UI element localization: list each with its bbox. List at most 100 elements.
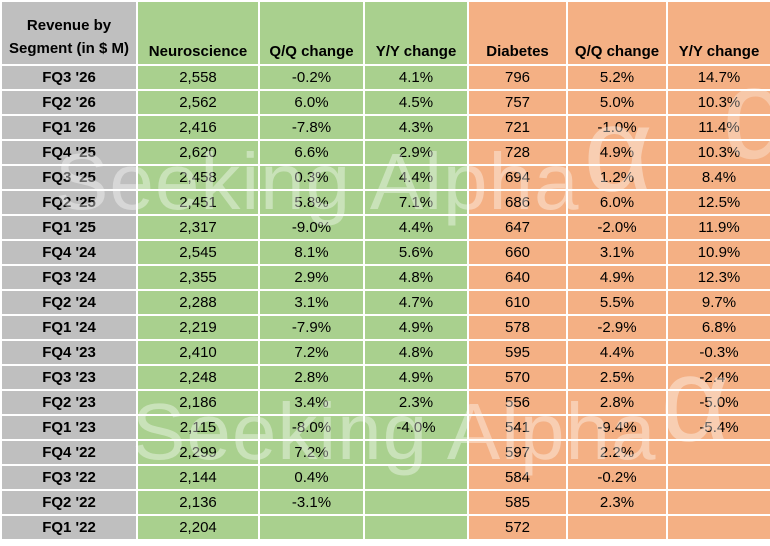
cell-neuroscience-yy-change: 4.5% (363, 89, 469, 116)
cell-neuroscience: 2,558 (136, 64, 260, 91)
cell-diabetes-yy-change: 12.3% (666, 264, 770, 291)
cell-diabetes-yy-change: -0.3% (666, 339, 770, 366)
cell-diabetes: 694 (467, 164, 568, 191)
table-row: FQ2 '26 2,562 6.0% 4.5% 757 5.0% 10.3% (0, 89, 770, 116)
header-row: Revenue by Segment (in $ M) Neuroscience… (0, 0, 770, 66)
cell-neuroscience-yy-change: 4.8% (363, 339, 469, 366)
cell-neuroscience: 2,355 (136, 264, 260, 291)
cell-diabetes: 570 (467, 364, 568, 391)
col-header-diabetes-qq-change: Q/Q change (566, 0, 668, 66)
cell-neuroscience: 2,204 (136, 514, 260, 541)
table-row: FQ2 '25 2,451 5.8% 7.1% 686 6.0% 12.5% (0, 189, 770, 216)
cell-diabetes-qq-change: 2.3% (566, 489, 668, 516)
cell-diabetes-yy-change (666, 514, 770, 541)
col-header-diabetes-yy-change: Y/Y change (666, 0, 770, 66)
cell-neuroscience-yy-change: 4.9% (363, 314, 469, 341)
cell-diabetes-yy-change: 10.9% (666, 239, 770, 266)
cell-diabetes: 728 (467, 139, 568, 166)
row-label: FQ2 '23 (0, 389, 138, 416)
cell-diabetes: 556 (467, 389, 568, 416)
row-label: FQ3 '23 (0, 364, 138, 391)
col-header-neuroscience: Neuroscience (136, 0, 260, 66)
cell-diabetes: 757 (467, 89, 568, 116)
table-row: FQ3 '23 2,248 2.8% 4.9% 570 2.5% -2.4% (0, 364, 770, 391)
cell-diabetes-qq-change: 4.9% (566, 264, 668, 291)
cell-neuroscience: 2,620 (136, 139, 260, 166)
cell-diabetes-qq-change: -1.0% (566, 114, 668, 141)
cell-neuroscience-qq-change: -8.0% (258, 414, 365, 441)
cell-diabetes-qq-change: -9.4% (566, 414, 668, 441)
cell-diabetes-qq-change: -2.0% (566, 214, 668, 241)
col-header-neuroscience-qq-change: Q/Q change (258, 0, 365, 66)
row-label: FQ3 '24 (0, 264, 138, 291)
cell-diabetes-yy-change: -2.4% (666, 364, 770, 391)
cell-diabetes-yy-change (666, 439, 770, 466)
table-row: FQ2 '23 2,186 3.4% 2.3% 556 2.8% -5.0% (0, 389, 770, 416)
cell-neuroscience-yy-change: 7.1% (363, 189, 469, 216)
row-label: FQ4 '22 (0, 439, 138, 466)
cell-neuroscience-yy-change: 4.1% (363, 64, 469, 91)
cell-neuroscience-yy-change: 4.4% (363, 214, 469, 241)
table-row: FQ3 '25 2,458 0.3% 4.4% 694 1.2% 8.4% (0, 164, 770, 191)
row-label: FQ4 '25 (0, 139, 138, 166)
cell-neuroscience-qq-change: 7.2% (258, 339, 365, 366)
cell-neuroscience-yy-change: 4.4% (363, 164, 469, 191)
cell-diabetes: 541 (467, 414, 568, 441)
cell-neuroscience-yy-change: 2.9% (363, 139, 469, 166)
cell-diabetes: 647 (467, 214, 568, 241)
cell-neuroscience-qq-change: 6.6% (258, 139, 365, 166)
cell-diabetes-qq-change (566, 514, 668, 541)
cell-neuroscience: 2,416 (136, 114, 260, 141)
corner-header: Revenue by Segment (in $ M) (0, 0, 138, 66)
row-label: FQ4 '23 (0, 339, 138, 366)
cell-diabetes-qq-change: 3.1% (566, 239, 668, 266)
cell-neuroscience-yy-change: 4.9% (363, 364, 469, 391)
row-label: FQ2 '26 (0, 89, 138, 116)
cell-diabetes-yy-change (666, 489, 770, 516)
row-label: FQ1 '23 (0, 414, 138, 441)
cell-diabetes: 585 (467, 489, 568, 516)
row-label: FQ2 '24 (0, 289, 138, 316)
cell-diabetes-yy-change: 8.4% (666, 164, 770, 191)
cell-neuroscience: 2,410 (136, 339, 260, 366)
cell-diabetes: 584 (467, 464, 568, 491)
table-row: FQ2 '24 2,288 3.1% 4.7% 610 5.5% 9.7% (0, 289, 770, 316)
table-row: FQ1 '23 2,115 -8.0% -4.0% 541 -9.4% -5.4% (0, 414, 770, 441)
cell-neuroscience-qq-change: 0.4% (258, 464, 365, 491)
row-label: FQ3 '25 (0, 164, 138, 191)
cell-diabetes-yy-change: 9.7% (666, 289, 770, 316)
cell-diabetes: 686 (467, 189, 568, 216)
table-row: FQ2 '22 2,136 -3.1% 585 2.3% (0, 489, 770, 516)
cell-neuroscience: 2,458 (136, 164, 260, 191)
corner-header-line2: Segment (in $ M) (8, 39, 129, 57)
table-row: FQ3 '26 2,558 -0.2% 4.1% 796 5.2% 14.7% (0, 64, 770, 91)
cell-diabetes-qq-change: 5.2% (566, 64, 668, 91)
cell-diabetes: 578 (467, 314, 568, 341)
table-row: FQ4 '25 2,620 6.6% 2.9% 728 4.9% 10.3% (0, 139, 770, 166)
cell-neuroscience: 2,317 (136, 214, 260, 241)
table-row: FQ1 '24 2,219 -7.9% 4.9% 578 -2.9% 6.8% (0, 314, 770, 341)
cell-neuroscience: 2,545 (136, 239, 260, 266)
cell-neuroscience-qq-change: 0.3% (258, 164, 365, 191)
row-label: FQ2 '25 (0, 189, 138, 216)
corner-header-line1: Revenue by (26, 16, 112, 34)
row-label: FQ1 '26 (0, 114, 138, 141)
cell-diabetes-qq-change: 4.9% (566, 139, 668, 166)
cell-neuroscience: 2,299 (136, 439, 260, 466)
cell-diabetes-yy-change: -5.4% (666, 414, 770, 441)
cell-diabetes: 595 (467, 339, 568, 366)
cell-neuroscience-qq-change (258, 514, 365, 541)
cell-neuroscience-qq-change: -9.0% (258, 214, 365, 241)
cell-diabetes-qq-change: -2.9% (566, 314, 668, 341)
cell-diabetes-qq-change: 2.8% (566, 389, 668, 416)
cell-diabetes-qq-change: 2.2% (566, 439, 668, 466)
cell-neuroscience-qq-change: 7.2% (258, 439, 365, 466)
col-header-neuroscience-yy-change: Y/Y change (363, 0, 469, 66)
cell-diabetes-yy-change: 14.7% (666, 64, 770, 91)
table-row: FQ3 '22 2,144 0.4% 584 -0.2% (0, 464, 770, 491)
table-row: FQ4 '24 2,545 8.1% 5.6% 660 3.1% 10.9% (0, 239, 770, 266)
row-label: FQ1 '25 (0, 214, 138, 241)
cell-neuroscience-qq-change: -7.9% (258, 314, 365, 341)
cell-neuroscience-yy-change: 4.3% (363, 114, 469, 141)
